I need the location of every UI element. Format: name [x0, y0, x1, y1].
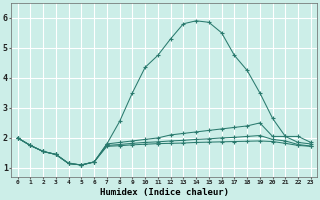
X-axis label: Humidex (Indice chaleur): Humidex (Indice chaleur) — [100, 188, 229, 197]
